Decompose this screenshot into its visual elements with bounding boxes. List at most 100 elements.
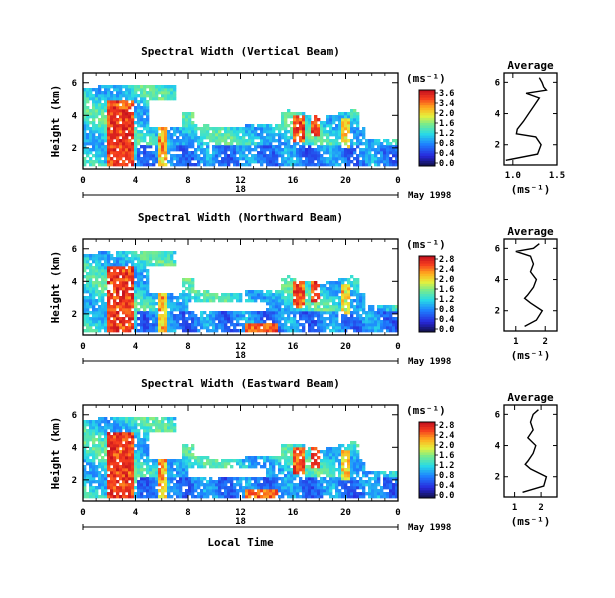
heatmap-cell (116, 317, 120, 321)
heatmap-cell (212, 136, 216, 140)
heatmap-cell (89, 148, 93, 152)
x-tick-label: 0 (395, 342, 400, 352)
heatmap-cell (311, 311, 315, 315)
heatmap-cell (116, 97, 120, 101)
heatmap-cell (347, 281, 351, 285)
heatmap-cell (176, 462, 180, 466)
heatmap-cell (368, 151, 372, 155)
heatmap-cell (149, 163, 153, 167)
heatmap-cell (161, 263, 165, 267)
heatmap-cell (143, 480, 147, 484)
heatmap-cell (146, 465, 150, 469)
heatmap-cell (356, 320, 360, 324)
heatmap-cell (212, 148, 216, 152)
heatmap-cell (293, 489, 297, 493)
heatmap-cell (152, 85, 156, 89)
heatmap-cell (140, 477, 144, 481)
heatmap-cell (329, 163, 333, 167)
heatmap-cell (164, 480, 168, 484)
heatmap-cell (218, 160, 222, 164)
heatmap-cell (197, 323, 201, 327)
heatmap-cell (341, 480, 345, 484)
heatmap-cell (266, 293, 270, 297)
heatmap-cell (308, 302, 312, 306)
heatmap-cell (143, 100, 147, 104)
heatmap-cell (188, 160, 192, 164)
heatmap-cell (149, 91, 153, 95)
heatmap-cell (269, 160, 273, 164)
heatmap-cell (86, 323, 90, 327)
heatmap-cell (377, 474, 381, 478)
heatmap-cell (188, 278, 192, 282)
heatmap-cell (314, 127, 318, 131)
heatmap-cell (260, 317, 264, 321)
heatmap-cell (314, 139, 318, 143)
heatmap-cell (86, 299, 90, 303)
heatmap-cell (161, 251, 165, 255)
heatmap-cell (332, 447, 336, 451)
heatmap-cell (368, 329, 372, 333)
heatmap-cell (164, 139, 168, 143)
heatmap-cell (311, 323, 315, 327)
heatmap-cell (206, 462, 210, 466)
heatmap-cell (83, 269, 87, 273)
heatmap-cell (266, 308, 270, 312)
heatmap-cell (146, 133, 150, 137)
heatmap-cell (101, 121, 105, 125)
heatmap-cell (182, 290, 186, 294)
heatmap-cell (284, 284, 288, 288)
heatmap-cell (110, 272, 114, 276)
heatmap-cell (206, 157, 210, 161)
heatmap-cell (260, 133, 264, 137)
heatmap-cell (293, 492, 297, 496)
heatmap-cell (311, 456, 315, 460)
heatmap-cell (347, 160, 351, 164)
heatmap-cell (275, 329, 279, 333)
heatmap-cell (122, 139, 126, 143)
heatmap-cell (272, 293, 276, 297)
heatmap-cell (293, 468, 297, 472)
heatmap-cell (83, 495, 87, 499)
heatmap-cell (386, 151, 390, 155)
heatmap-cell (116, 160, 120, 164)
heatmap-cell (173, 320, 177, 324)
heatmap-cell (89, 151, 93, 155)
heatmap-cell (92, 154, 96, 158)
heatmap-cell (143, 157, 147, 161)
heatmap-cell (182, 160, 186, 164)
heatmap-cell (95, 154, 99, 158)
heatmap-cell (221, 311, 225, 315)
heatmap-cell (137, 88, 141, 92)
heatmap-cell (98, 320, 102, 324)
heatmap-cell (194, 459, 198, 463)
colorbar-tick-label: 2.0 (439, 275, 454, 285)
heatmap-cell (119, 124, 123, 128)
heatmap-cell (314, 489, 318, 493)
heatmap-cell (83, 483, 87, 487)
heatmap-cell (128, 296, 132, 300)
heatmap-cell (146, 251, 150, 255)
heatmap-cell (173, 326, 177, 330)
heatmap-cell (131, 136, 135, 140)
heatmap-cell (278, 151, 282, 155)
heatmap-cell (344, 133, 348, 137)
heatmap-cell (314, 453, 318, 457)
heatmap-cell (395, 489, 399, 493)
heatmap-cell (260, 495, 264, 499)
heatmap-cell (350, 453, 354, 457)
heatmap-cell (386, 305, 390, 309)
heatmap-cell (122, 251, 126, 255)
heatmap-cell (140, 299, 144, 303)
heatmap-cell (335, 453, 339, 457)
heatmap-cell (200, 489, 204, 493)
heatmap-cell (209, 136, 213, 140)
heatmap-cell (353, 284, 357, 288)
heatmap-cell (191, 278, 195, 282)
heatmap-cell (275, 139, 279, 143)
heatmap-cell (296, 133, 300, 137)
heatmap-cell (338, 462, 342, 466)
heatmap-cell (311, 453, 315, 457)
heatmap-cell (266, 492, 270, 496)
heatmap-cell (242, 323, 246, 327)
heatmap-cell (188, 121, 192, 125)
